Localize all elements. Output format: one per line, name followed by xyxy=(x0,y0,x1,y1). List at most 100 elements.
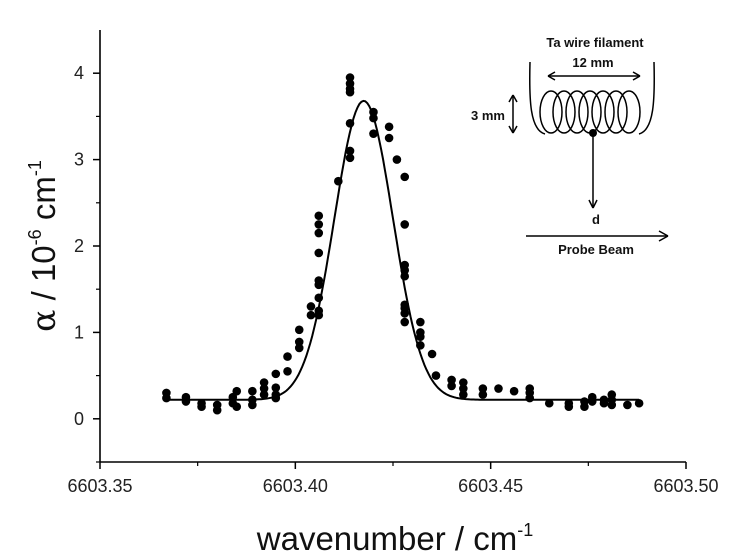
data-point xyxy=(580,397,589,406)
data-point xyxy=(314,248,324,258)
data-point xyxy=(248,400,257,410)
data-point xyxy=(314,293,324,303)
data-point xyxy=(459,390,468,399)
data-point xyxy=(623,400,632,410)
data-point xyxy=(634,398,644,408)
data-point xyxy=(525,393,535,403)
inset-title: Ta wire filament xyxy=(546,35,644,50)
data-point xyxy=(400,317,410,327)
data-point xyxy=(494,384,503,393)
y-tick-label: 1 xyxy=(74,322,84,342)
data-point xyxy=(294,337,304,347)
data-point xyxy=(232,386,242,396)
coil-loop xyxy=(591,90,615,134)
data-point xyxy=(259,384,269,393)
data-point xyxy=(459,384,468,393)
data-point xyxy=(294,343,304,353)
y-tick-label: 2 xyxy=(74,236,84,256)
data-point xyxy=(271,383,281,392)
distance-arrow-head xyxy=(588,199,598,209)
y-axis-title-text: / 10 xyxy=(25,245,62,309)
inset-diagram: Ta wire filament 12 mm 3 mm d Probe xyxy=(471,35,669,257)
data-point xyxy=(369,129,378,138)
data-point xyxy=(459,378,468,387)
inset-width-label: 12 mm xyxy=(572,55,613,70)
data-point xyxy=(306,310,316,320)
y-ticks: 0 1 2 3 4 xyxy=(74,63,100,463)
data-point xyxy=(345,146,355,156)
data-point xyxy=(345,87,355,97)
data-point xyxy=(271,369,281,379)
data-point xyxy=(369,107,378,117)
y-axis-title: α / 10-6 cm-1 xyxy=(24,160,63,332)
coil-loop xyxy=(552,90,576,134)
data-point xyxy=(283,352,292,361)
data-point xyxy=(384,133,394,143)
data-point xyxy=(314,310,324,320)
data-point xyxy=(416,341,425,350)
y-axis-title-unit: cm xyxy=(25,176,62,229)
data-point xyxy=(384,122,394,132)
data-point xyxy=(599,398,609,408)
data-point xyxy=(259,390,269,399)
data-point xyxy=(447,375,456,385)
data-point xyxy=(369,113,378,123)
data-point xyxy=(427,349,437,359)
x-tick-label: 6603.45 xyxy=(458,476,523,496)
data-point xyxy=(564,402,574,412)
inset-distance-label: d xyxy=(592,212,600,227)
width-arrow-head-right xyxy=(632,71,641,81)
y-axis-title-symbol: α xyxy=(24,310,63,332)
data-point xyxy=(400,220,410,229)
x-tick-label: 6603.40 xyxy=(263,476,328,496)
data-point xyxy=(212,405,222,415)
data-point xyxy=(334,176,343,186)
filament-lead-left xyxy=(528,61,546,135)
data-point xyxy=(447,381,456,391)
data-point xyxy=(162,393,171,403)
x-ticks: 6603.35 6603.40 6603.45 6603.50 xyxy=(67,462,719,496)
data-point xyxy=(400,309,410,318)
data-point xyxy=(181,397,191,406)
data-point xyxy=(392,155,402,164)
data-point xyxy=(283,366,292,376)
data-point xyxy=(478,384,488,393)
x-axis-title-text: wavenumber / cm xyxy=(256,520,517,557)
data-point xyxy=(400,265,410,275)
data-point xyxy=(607,400,617,410)
x-tick-label: 6603.50 xyxy=(653,476,718,496)
coil-loop xyxy=(578,90,602,134)
filament-lead-right xyxy=(638,61,656,135)
x-tick-label: 6603.35 xyxy=(67,476,132,496)
data-point xyxy=(345,73,355,82)
data-point xyxy=(314,228,324,238)
y-axis-title-exp2: -1 xyxy=(25,160,45,176)
data-points xyxy=(162,73,644,415)
data-point xyxy=(314,220,324,229)
data-point xyxy=(544,398,554,408)
data-point xyxy=(314,211,324,221)
y-axis-title-exp1: -6 xyxy=(25,229,45,245)
height-arrow-heads xyxy=(508,94,518,134)
y-tick-label: 4 xyxy=(74,63,84,83)
data-point xyxy=(509,386,519,396)
data-point xyxy=(232,402,242,412)
probe-beam-arrow-head xyxy=(658,230,669,242)
coil-loop xyxy=(604,90,628,134)
data-point xyxy=(345,153,355,163)
x-axis-title-exponent: -1 xyxy=(517,520,533,540)
data-point xyxy=(587,397,597,406)
data-point xyxy=(314,280,324,290)
data-point xyxy=(248,386,257,396)
data-point xyxy=(294,325,304,335)
y-tick-label: 0 xyxy=(74,409,84,429)
coil-loop xyxy=(539,90,563,134)
data-point xyxy=(400,172,410,182)
filament-coil xyxy=(539,90,641,134)
data-point xyxy=(478,390,488,399)
data-point xyxy=(197,402,206,412)
data-point xyxy=(400,271,410,281)
data-point xyxy=(345,119,355,128)
inset-height-label: 3 mm xyxy=(471,108,505,123)
